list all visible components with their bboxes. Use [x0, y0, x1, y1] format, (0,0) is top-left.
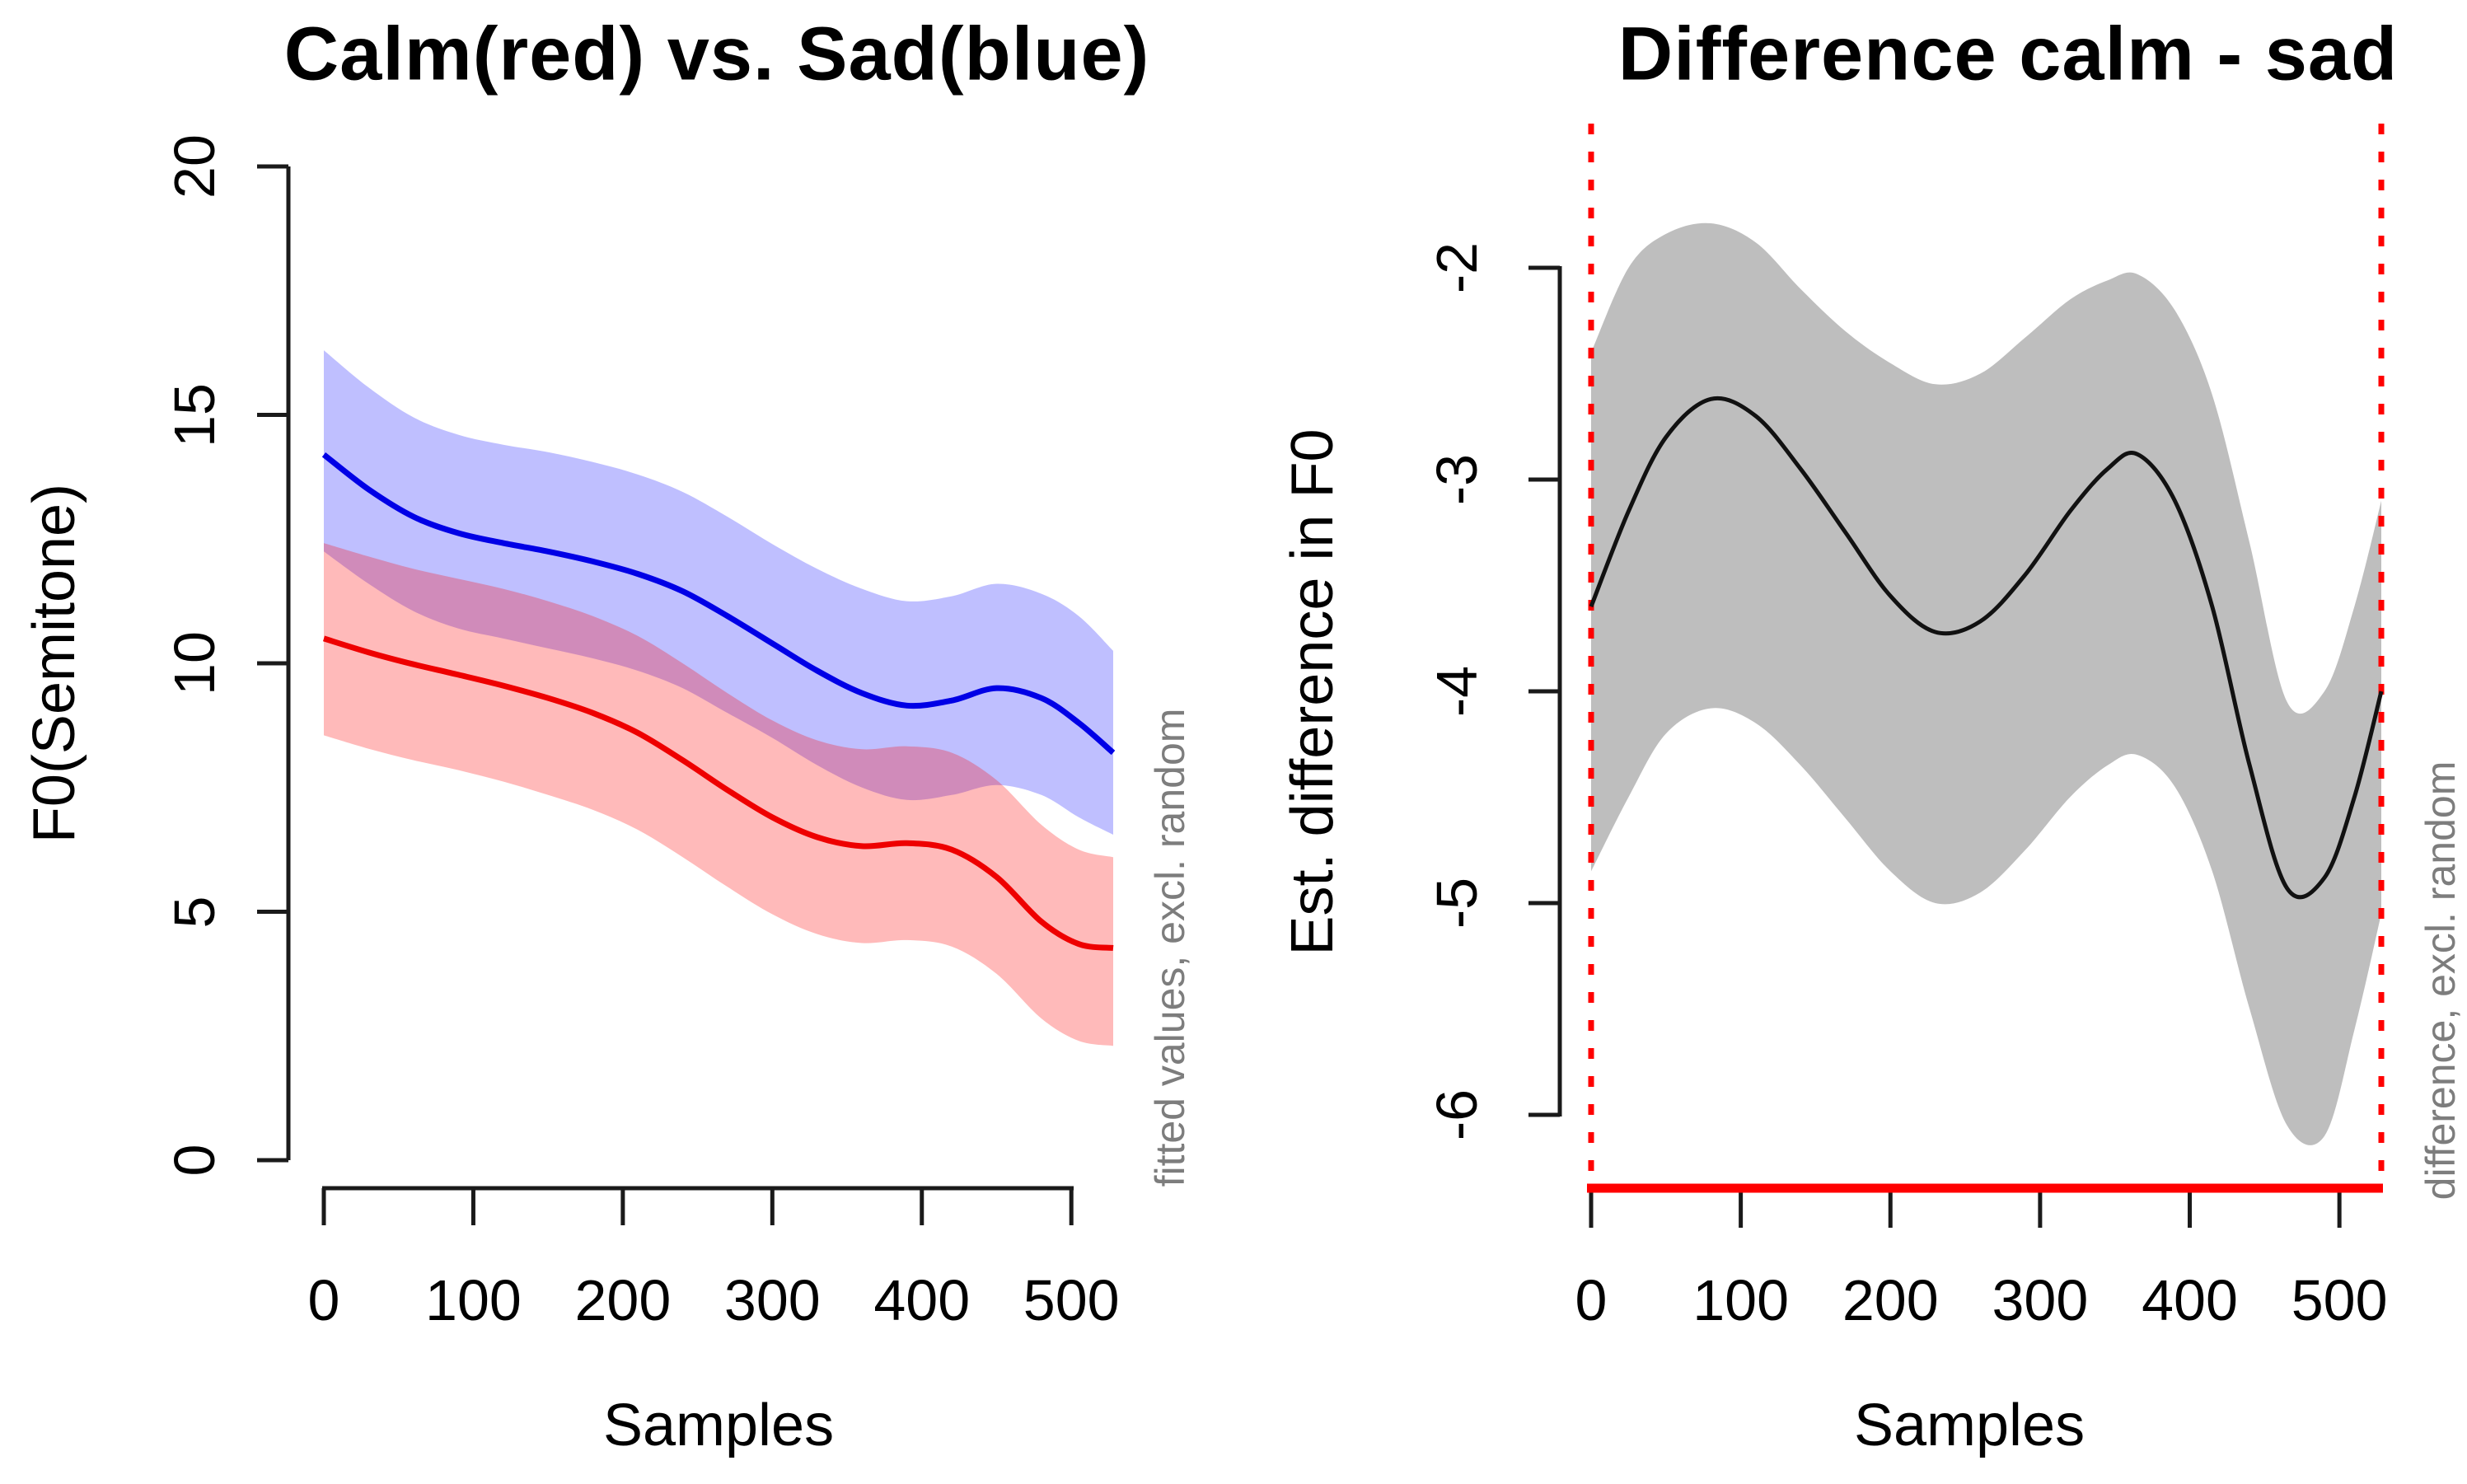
- left-side-annotation: fitted values, excl. random: [1147, 708, 1193, 1187]
- x-tick-label: 300: [723, 1268, 821, 1332]
- right-x-axis-label: Samples: [1853, 1393, 2085, 1458]
- x-tick-label: 300: [1992, 1268, 2089, 1332]
- x-tick-label: 0: [307, 1268, 340, 1332]
- difference-confidence-band: [1591, 222, 2381, 1145]
- y-tick-label: 0: [162, 1144, 227, 1177]
- sad-confidence-band: [324, 350, 1113, 836]
- right-panel-title: Difference calm - sad: [1617, 12, 2399, 96]
- left-panel-title: Calm(red) vs. Sad(blue): [283, 12, 1150, 96]
- left-y-axis-label: F0(Semitone): [21, 483, 87, 844]
- y-tick-label: -4: [1425, 665, 1489, 718]
- right-side-annotation: difference, excl. random: [2418, 761, 2464, 1201]
- x-tick-label: 400: [2142, 1268, 2238, 1332]
- y-tick-label: 5: [162, 896, 227, 928]
- x-tick-label: 400: [873, 1268, 971, 1332]
- y-tick-label: -5: [1425, 877, 1489, 929]
- x-tick-label: 200: [1842, 1268, 1939, 1332]
- right-y-axis-label: Est. difference in F0: [1280, 428, 1346, 956]
- calm-confidence-band: [324, 543, 1113, 1046]
- y-tick-label: 10: [162, 631, 227, 695]
- left-x-axis-label: Samples: [602, 1393, 835, 1458]
- sad-fitted-curve: [321, 452, 1116, 756]
- x-tick-label: 500: [2291, 1268, 2388, 1332]
- x-tick-label: 0: [1575, 1268, 1608, 1332]
- calm-fitted-curve: [322, 635, 1114, 951]
- x-tick-label: 200: [574, 1268, 672, 1332]
- x-tick-label: 100: [1692, 1268, 1790, 1332]
- x-tick-label: 100: [425, 1268, 522, 1332]
- y-tick-label: -2: [1425, 241, 1489, 294]
- difference-estimate-curve: [1589, 396, 2384, 900]
- y-tick-label: -3: [1425, 453, 1489, 506]
- y-tick-label: 20: [162, 134, 227, 199]
- y-tick-label: -6: [1425, 1088, 1489, 1141]
- x-tick-label: 500: [1023, 1268, 1120, 1332]
- y-tick-label: 15: [162, 382, 227, 447]
